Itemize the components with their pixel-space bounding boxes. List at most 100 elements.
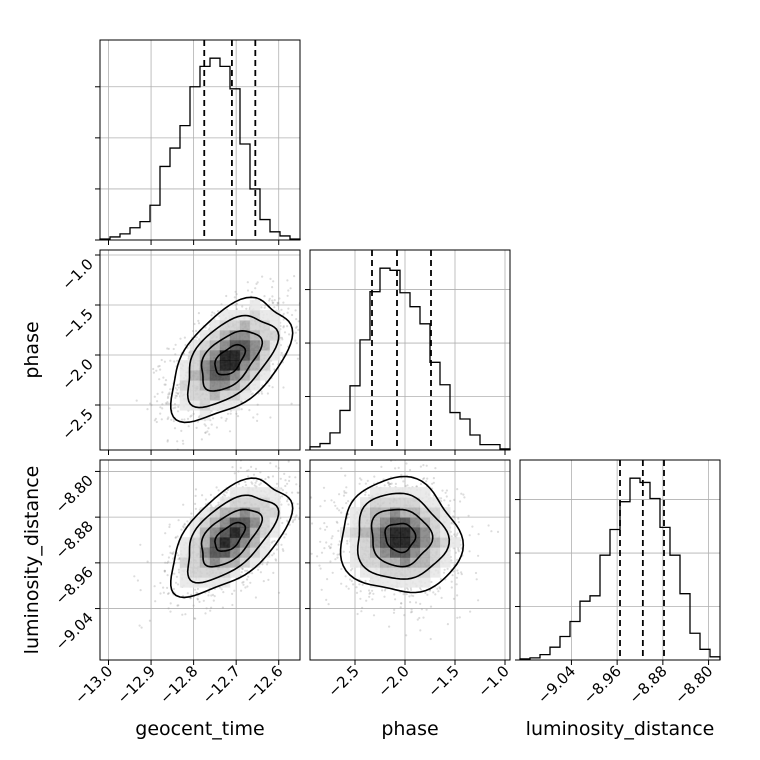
scatter-phase-vs-luminosity-distance-point [408, 595, 411, 598]
scatter-geocent-time-vs-luminosity-distance-density-cell [229, 497, 241, 508]
scatter-geocent-time-vs-luminosity-distance-point [283, 536, 286, 539]
scatter-geocent-time-vs-luminosity-distance-point [287, 460, 290, 463]
scatter-geocent-time-vs-phase-point [193, 322, 196, 326]
scatter-phase-vs-luminosity-distance-point [387, 481, 390, 484]
scatter-geocent-time-vs-phase-point [263, 295, 266, 298]
scatter-geocent-time-vs-luminosity-distance-density-cell [189, 527, 201, 538]
scatter-geocent-time-vs-phase-point [279, 344, 282, 347]
scatter-phase-vs-luminosity-distance-point [457, 521, 460, 524]
scatter-geocent-time-vs-luminosity-distance-point [274, 558, 277, 561]
scatter-geocent-time-vs-phase-point [225, 417, 228, 420]
scatter-geocent-time-vs-luminosity-distance-point [176, 583, 180, 586]
scatter-geocent-time-vs-luminosity-distance-point [162, 586, 165, 589]
scatter-phase-vs-luminosity-distance-point [443, 499, 446, 502]
scatter-geocent-time-vs-luminosity-distance-point [250, 465, 253, 468]
scatter-phase-vs-luminosity-distance-point [457, 517, 460, 520]
scatter-geocent-time-vs-phase-point [149, 402, 152, 405]
scatter-geocent-time-vs-phase-point [153, 395, 156, 398]
scatter-geocent-time-vs-phase-point [220, 303, 223, 306]
ylabel-phase: phase [21, 321, 43, 378]
scatter-phase-vs-luminosity-distance-density-cell [370, 497, 381, 508]
scatter-phase-vs-luminosity-distance-point [338, 509, 341, 512]
scatter-geocent-time-vs-luminosity-distance-point [163, 570, 166, 573]
hist-phase-frame [309, 249, 511, 451]
scatter-geocent-time-vs-luminosity-distance-point [237, 470, 240, 473]
scatter-geocent-time-vs-luminosity-distance-point [169, 551, 172, 555]
scatter-geocent-time-vs-luminosity-distance-point [177, 558, 180, 561]
scatter-phase-vs-luminosity-distance-point [459, 500, 462, 503]
scatter-geocent-time-vs-phase-density-cell [189, 380, 201, 391]
scatter-geocent-time-vs-phase-density-cell [209, 380, 221, 391]
scatter-geocent-time-vs-phase-point [159, 406, 162, 409]
scatter-phase-vs-luminosity-distance-point [468, 534, 471, 537]
scatter-phase-vs-luminosity-distance-contour-0 [384, 522, 417, 554]
scatter-geocent-time-vs-phase-point [260, 392, 264, 395]
scatter-geocent-time-vs-phase-density-cell [189, 400, 201, 411]
scatter-geocent-time-vs-phase-point [282, 386, 285, 389]
scatter-phase-vs-luminosity-distance-point [342, 494, 346, 497]
scatter-geocent-time-vs-luminosity-distance-point [210, 594, 213, 597]
scatter-geocent-time-vs-luminosity-distance-density-cell [219, 507, 231, 518]
scatter-phase-vs-luminosity-distance-density-cell [430, 537, 441, 548]
scatter-geocent-time-vs-phase-point [174, 343, 177, 346]
scatter-geocent-time-vs-phase-density-cell [189, 360, 201, 371]
scatter-phase-vs-luminosity-distance-density-cell [350, 507, 361, 518]
scatter-phase-vs-luminosity-distance-density-cell [400, 537, 411, 548]
scatter-phase-vs-luminosity-distance-point [347, 500, 350, 503]
scatter-phase-vs-luminosity-distance-density-cell [430, 517, 441, 528]
scatter-geocent-time-vs-luminosity-distance-contour-0 [214, 521, 247, 553]
scatter-geocent-time-vs-luminosity-distance-point [171, 552, 174, 555]
scatter-geocent-time-vs-phase-point [192, 412, 195, 415]
scatter-geocent-time-vs-luminosity-distance-point [194, 502, 197, 505]
scatter-geocent-time-vs-luminosity-distance-point [171, 552, 174, 555]
scatter-phase-vs-luminosity-distance-point [419, 629, 422, 632]
scatter-geocent-time-vs-luminosity-distance-density-cell [179, 547, 191, 558]
scatter-phase-vs-luminosity-distance-density-cell [350, 537, 361, 548]
scatter-geocent-time-vs-luminosity-distance-density-cell [249, 487, 261, 498]
scatter-phase-vs-luminosity-distance-point [365, 599, 368, 602]
scatter-geocent-time-vs-luminosity-distance-density-cell [269, 487, 281, 498]
scatter-phase-vs-luminosity-distance-point [452, 515, 455, 518]
scatter-phase-vs-luminosity-distance-density-cell [380, 517, 391, 528]
scatter-phase-vs-luminosity-distance-point [394, 482, 397, 485]
scatter-phase-vs-luminosity-distance-density-cell [390, 487, 401, 498]
scatter-phase-vs-luminosity-distance-contour-2 [356, 492, 451, 580]
scatter-phase-vs-luminosity-distance-density-cell [400, 517, 411, 528]
scatter-geocent-time-vs-luminosity-distance-point [275, 559, 278, 562]
scatter-geocent-time-vs-luminosity-distance-point [189, 597, 192, 600]
scatter-phase-vs-luminosity-distance-point [452, 597, 456, 600]
scatter-phase-vs-luminosity-distance-point [344, 575, 347, 578]
scatter-geocent-time-vs-phase-point [176, 383, 179, 386]
scatter-geocent-time-vs-luminosity-distance-point [294, 476, 297, 479]
scatter-geocent-time-vs-phase-point [163, 360, 166, 363]
scatter-geocent-time-vs-phase-point [224, 419, 227, 422]
scatter-phase-vs-luminosity-distance-point [437, 590, 440, 593]
scatter-geocent-time-vs-phase-point [295, 318, 298, 321]
scatter-phase-vs-luminosity-distance-point [462, 493, 465, 496]
scatter-phase-vs-luminosity-distance-point [455, 576, 458, 579]
scatter-phase-vs-luminosity-distance-point [449, 499, 452, 502]
scatter-geocent-time-vs-phase-point [236, 302, 239, 306]
scatter-geocent-time-vs-phase-density-cell [199, 400, 211, 411]
scatter-geocent-time-vs-luminosity-distance-point [288, 475, 291, 478]
scatter-geocent-time-vs-phase-point [263, 306, 266, 309]
scatter-phase-vs-luminosity-distance-point [324, 528, 327, 531]
scatter-phase-vs-luminosity-distance-point [406, 484, 409, 487]
scatter-geocent-time-vs-phase-point [156, 392, 159, 395]
scatter-geocent-time-vs-phase-point [173, 360, 176, 363]
scatter-phase-vs-luminosity-distance-point [382, 478, 385, 481]
scatter-geocent-time-vs-luminosity-distance-point [189, 597, 192, 600]
scatter-phase-vs-luminosity-distance-point [474, 571, 478, 575]
scatter-phase-vs-luminosity-distance-point [440, 497, 443, 500]
scatter-phase-vs-luminosity-distance-density-cell [390, 517, 401, 528]
scatter-geocent-time-vs-phase-point [157, 365, 160, 368]
scatter-phase-vs-luminosity-distance-point [368, 592, 371, 595]
scatter-geocent-time-vs-phase-point [233, 296, 236, 299]
scatter-geocent-time-vs-phase-point [256, 419, 259, 422]
scatter-phase-vs-luminosity-distance-point [456, 569, 459, 572]
scatter-geocent-time-vs-phase-density-cell [269, 330, 281, 341]
scatter-geocent-time-vs-phase-density-cell [189, 390, 201, 401]
scatter-geocent-time-vs-phase-density-cell [269, 350, 281, 361]
scatter-phase-vs-luminosity-distance-point [457, 572, 460, 575]
